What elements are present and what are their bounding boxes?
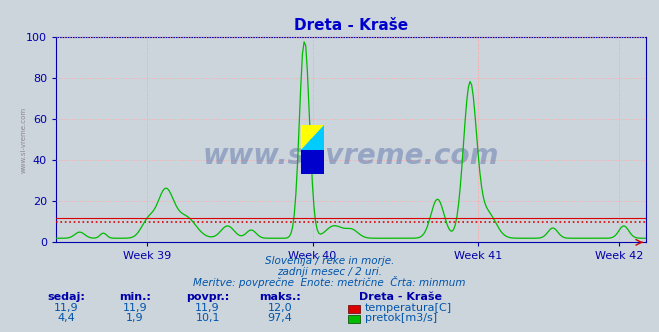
Text: pretok[m3/s]: pretok[m3/s] <box>365 313 437 323</box>
Polygon shape <box>301 125 324 150</box>
Text: 11,9: 11,9 <box>53 303 78 313</box>
Bar <box>301 150 324 174</box>
Text: www.si-vreme.com: www.si-vreme.com <box>20 106 26 173</box>
Text: Slovenija / reke in morje.: Slovenija / reke in morje. <box>265 256 394 266</box>
Text: www.si-vreme.com: www.si-vreme.com <box>203 142 499 170</box>
Text: min.:: min.: <box>119 292 151 302</box>
Text: 12,0: 12,0 <box>268 303 293 313</box>
Text: sedaj:: sedaj: <box>47 292 85 302</box>
Text: 10,1: 10,1 <box>195 313 220 323</box>
Text: 11,9: 11,9 <box>195 303 220 313</box>
Text: temperatura[C]: temperatura[C] <box>365 303 452 313</box>
Text: maks.:: maks.: <box>259 292 301 302</box>
Text: 97,4: 97,4 <box>268 313 293 323</box>
Text: 11,9: 11,9 <box>123 303 148 313</box>
Title: Dreta - Kraše: Dreta - Kraše <box>294 18 408 33</box>
Text: povpr.:: povpr.: <box>186 292 229 302</box>
Text: Dreta - Kraše: Dreta - Kraše <box>359 292 442 302</box>
Text: Meritve: povprečne  Enote: metrične  Črta: minmum: Meritve: povprečne Enote: metrične Črta:… <box>193 276 466 288</box>
Polygon shape <box>301 125 324 150</box>
Text: 4,4: 4,4 <box>57 313 74 323</box>
Text: 1,9: 1,9 <box>127 313 144 323</box>
Text: zadnji mesec / 2 uri.: zadnji mesec / 2 uri. <box>277 267 382 277</box>
